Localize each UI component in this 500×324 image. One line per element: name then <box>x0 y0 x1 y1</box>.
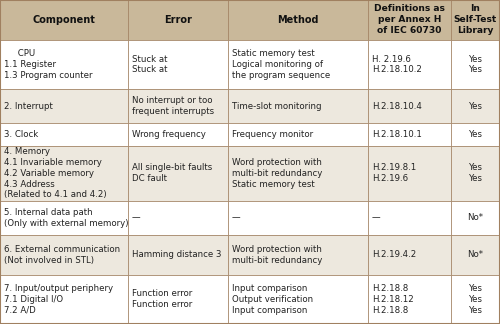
Text: All single-bit faults
DC fault: All single-bit faults DC fault <box>132 164 212 183</box>
Text: 6. External communication
(Not involved in STL): 6. External communication (Not involved … <box>4 245 120 265</box>
Bar <box>228 123 368 146</box>
Text: CPU
1.1 Register
1.3 Program counter: CPU 1.1 Register 1.3 Program counter <box>4 49 92 80</box>
Bar <box>368 89 451 123</box>
Bar <box>451 40 500 89</box>
Text: H. 2.19.6
H.2.18.10.2: H. 2.19.6 H.2.18.10.2 <box>372 54 422 74</box>
Bar <box>0 201 128 235</box>
Text: H.2.19.4.2: H.2.19.4.2 <box>372 250 416 259</box>
Bar <box>128 146 228 201</box>
Text: Static memory test
Logical monitoring of
the program sequence: Static memory test Logical monitoring of… <box>232 49 330 80</box>
Text: 3. Clock: 3. Clock <box>4 130 38 139</box>
Text: Yes
Yes: Yes Yes <box>468 54 482 74</box>
Bar <box>228 40 368 89</box>
Bar <box>128 89 228 123</box>
Text: H.2.18.8
H.2.18.12
H.2.18.8: H.2.18.8 H.2.18.12 H.2.18.8 <box>372 284 414 315</box>
Text: —: — <box>132 214 140 222</box>
Text: 4. Memory
4.1 Invariable memory
4.2 Variable memory
4.3 Address
(Related to 4.1 : 4. Memory 4.1 Invariable memory 4.2 Vari… <box>4 147 106 199</box>
Text: No*: No* <box>468 250 483 259</box>
Bar <box>368 123 451 146</box>
Text: In
Self-Test
Library: In Self-Test Library <box>454 4 497 36</box>
Bar <box>368 201 451 235</box>
Bar <box>368 40 451 89</box>
Text: Function error
Function error: Function error Function error <box>132 289 192 309</box>
Bar <box>451 201 500 235</box>
Bar <box>451 146 500 201</box>
Text: No*: No* <box>468 214 483 222</box>
Text: Definitions as
per Annex H
of IEC 60730: Definitions as per Annex H of IEC 60730 <box>374 4 445 36</box>
Bar <box>228 201 368 235</box>
Text: Method: Method <box>277 15 319 25</box>
Bar <box>0 275 128 324</box>
Bar <box>228 0 368 40</box>
Text: H.2.19.8.1
H.2.19.6: H.2.19.8.1 H.2.19.6 <box>372 164 416 183</box>
Bar <box>128 235 228 275</box>
Text: Word protection with
multi-bit redundancy: Word protection with multi-bit redundanc… <box>232 245 322 265</box>
Bar <box>228 235 368 275</box>
Bar <box>0 0 128 40</box>
Bar <box>228 146 368 201</box>
Text: Word protection with
multi-bit redundancy
Static memory test: Word protection with multi-bit redundanc… <box>232 158 322 189</box>
Text: Stuck at
Stuck at: Stuck at Stuck at <box>132 54 168 74</box>
Text: 7. Input/output periphery
7.1 Digital I/O
7.2 A/D: 7. Input/output periphery 7.1 Digital I/… <box>4 284 113 315</box>
Text: H.2.18.10.4: H.2.18.10.4 <box>372 102 422 110</box>
Bar <box>451 235 500 275</box>
Bar <box>451 89 500 123</box>
Text: —: — <box>232 214 240 222</box>
Bar <box>228 89 368 123</box>
Bar <box>128 0 228 40</box>
Text: Component: Component <box>32 15 96 25</box>
Bar <box>128 275 228 324</box>
Text: Yes: Yes <box>468 130 482 139</box>
Bar <box>0 235 128 275</box>
Text: Yes
Yes: Yes Yes <box>468 164 482 183</box>
Bar <box>128 123 228 146</box>
Text: Time-slot monitoring: Time-slot monitoring <box>232 102 322 110</box>
Bar <box>368 146 451 201</box>
Text: Frequency monitor: Frequency monitor <box>232 130 313 139</box>
Bar <box>228 275 368 324</box>
Bar <box>0 146 128 201</box>
Bar <box>0 40 128 89</box>
Bar <box>128 40 228 89</box>
Bar <box>128 201 228 235</box>
Text: 2. Interrupt: 2. Interrupt <box>4 102 53 110</box>
Bar <box>0 123 128 146</box>
Text: Yes
Yes
Yes: Yes Yes Yes <box>468 284 482 315</box>
Bar <box>368 0 451 40</box>
Bar <box>451 275 500 324</box>
Bar <box>368 235 451 275</box>
Text: —: — <box>372 214 380 222</box>
Text: Wrong frequency: Wrong frequency <box>132 130 206 139</box>
Text: Error: Error <box>164 15 192 25</box>
Text: Input comparison
Output verification
Input comparison: Input comparison Output verification Inp… <box>232 284 313 315</box>
Text: Yes: Yes <box>468 102 482 110</box>
Bar <box>451 123 500 146</box>
Text: Hamming distance 3: Hamming distance 3 <box>132 250 222 259</box>
Text: H.2.18.10.1: H.2.18.10.1 <box>372 130 422 139</box>
Bar <box>368 275 451 324</box>
Bar <box>451 0 500 40</box>
Text: No interrupt or too
frequent interrupts: No interrupt or too frequent interrupts <box>132 96 214 116</box>
Text: 5. Internal data path
(Only with external memory): 5. Internal data path (Only with externa… <box>4 208 128 228</box>
Bar <box>0 89 128 123</box>
